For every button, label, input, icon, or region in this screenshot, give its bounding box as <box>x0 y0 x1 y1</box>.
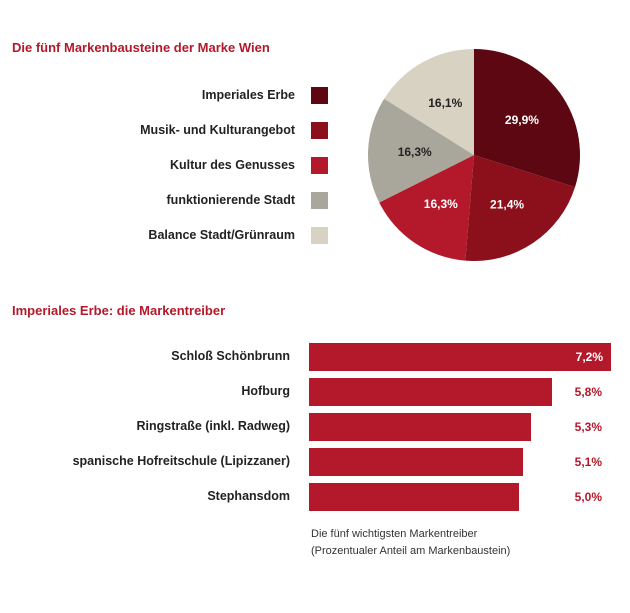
bar <box>309 343 611 371</box>
bar-value-label: 5,1% <box>574 455 602 469</box>
legend-item: Balance Stadt/Grünraum <box>148 225 328 245</box>
legend-label: Balance Stadt/Grünraum <box>148 228 295 242</box>
pie-slice-label: 16,3% <box>398 145 432 159</box>
bar <box>309 413 532 441</box>
bar-value-label: 7,2% <box>575 350 603 364</box>
legend-label: Musik- und Kulturangebot <box>140 123 295 137</box>
bar-value-label: 5,8% <box>574 385 602 399</box>
legend-label: Imperiales Erbe <box>201 88 295 102</box>
bar-label: spanische Hofreitschule (Lipizzaner) <box>72 454 290 468</box>
legend-label: Kultur des Genusses <box>169 158 295 172</box>
pie-slice-label: 21,4% <box>490 197 524 211</box>
legend-label: funktionierende Stadt <box>166 193 295 207</box>
pie-slice <box>474 49 580 188</box>
legend-swatch <box>311 156 328 174</box>
pie-slice-label: 29,9% <box>505 113 539 127</box>
pie-slice-label: 16,1% <box>428 96 462 110</box>
legend-swatch <box>311 191 328 209</box>
legend-item: Imperiales Erbe <box>202 85 328 105</box>
bar-chart-title: Imperiales Erbe: die Markentreiber <box>12 303 226 318</box>
legend-swatch <box>311 226 328 244</box>
bar-chart-caption-line1: Die fünf wichtigsten Markentreiber <box>311 528 478 540</box>
bar <box>309 378 553 406</box>
pie-slice <box>384 49 474 155</box>
pie-slice <box>368 98 474 203</box>
legend-item: Kultur des Genusses <box>170 155 328 175</box>
pie-chart: 29,9% 21,4% 16,3% 16,3% 16,1% <box>368 49 580 261</box>
pie-slice <box>465 155 576 261</box>
bar-value-label: 5,0% <box>574 490 602 504</box>
bar-label: Ringstraße (inkl. Radweg) <box>136 419 291 433</box>
bar-label: Hofburg <box>241 384 290 398</box>
bar <box>309 483 519 511</box>
pie-slice <box>379 155 474 261</box>
bar <box>309 448 523 476</box>
bar-label: Stephansdom <box>207 489 290 503</box>
legend-swatch <box>311 121 328 139</box>
legend-item: Musik- und Kulturangebot <box>140 120 328 140</box>
legend-swatch <box>311 86 328 104</box>
bar-chart-caption-line2: (Prozentualer Anteil am Markenbaustein) <box>311 545 511 557</box>
legend-item: funktionierende Stadt <box>167 190 328 210</box>
pie-chart-title: Die fünf Markenbausteine der Marke Wien <box>12 40 270 55</box>
bar-label: Schloß Schönbrunn <box>171 349 290 363</box>
pie-slice-label: 16,3% <box>424 197 458 211</box>
bar-value-label: 5,3% <box>574 420 602 434</box>
